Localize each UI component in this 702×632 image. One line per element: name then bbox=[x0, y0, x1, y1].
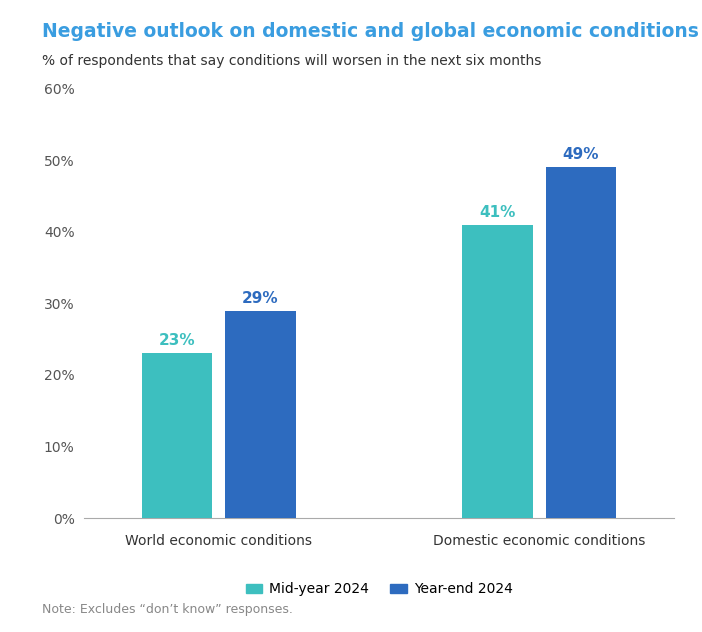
Bar bbox=[142, 353, 213, 518]
Text: 49%: 49% bbox=[563, 147, 600, 162]
Text: 41%: 41% bbox=[479, 205, 516, 219]
Text: 29%: 29% bbox=[242, 291, 279, 305]
Text: Note: Excludes “don’t know” responses.: Note: Excludes “don’t know” responses. bbox=[42, 603, 293, 616]
Bar bbox=[225, 310, 296, 518]
Bar bbox=[545, 167, 616, 518]
Text: Negative outlook on domestic and global economic conditions: Negative outlook on domestic and global … bbox=[42, 22, 699, 41]
Text: % of respondents that say conditions will worsen in the next six months: % of respondents that say conditions wil… bbox=[42, 54, 541, 68]
Bar bbox=[463, 224, 533, 518]
Legend: Mid-year 2024, Year-end 2024: Mid-year 2024, Year-end 2024 bbox=[240, 577, 518, 602]
Text: 23%: 23% bbox=[159, 334, 195, 348]
